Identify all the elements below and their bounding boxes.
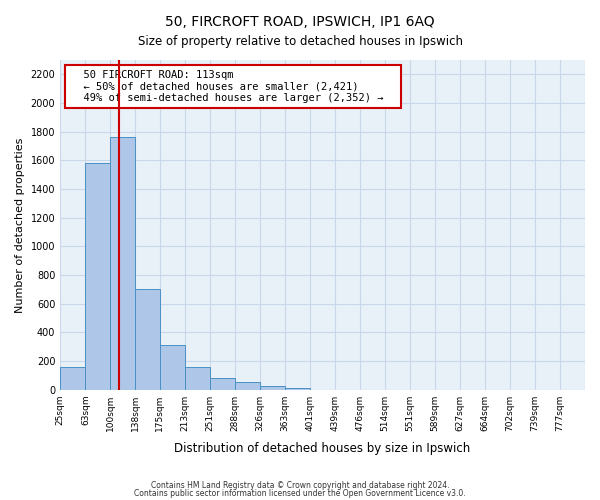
Bar [235, 382, 260, 390]
Text: Size of property relative to detached houses in Ipswich: Size of property relative to detached ho… [137, 35, 463, 48]
Y-axis label: Number of detached properties: Number of detached properties [15, 137, 25, 312]
Bar [285, 388, 310, 390]
Bar [60, 366, 85, 390]
Text: Contains HM Land Registry data © Crown copyright and database right 2024.: Contains HM Land Registry data © Crown c… [151, 481, 449, 490]
X-axis label: Distribution of detached houses by size in Ipswich: Distribution of detached houses by size … [175, 442, 471, 455]
Bar [160, 345, 185, 390]
Bar [135, 290, 160, 390]
Bar [110, 138, 135, 390]
Bar [260, 386, 285, 390]
Text: 50, FIRCROFT ROAD, IPSWICH, IP1 6AQ: 50, FIRCROFT ROAD, IPSWICH, IP1 6AQ [165, 15, 435, 29]
Text: Contains public sector information licensed under the Open Government Licence v3: Contains public sector information licen… [134, 488, 466, 498]
Text: 50 FIRCROFT ROAD: 113sqm
  ← 50% of detached houses are smaller (2,421)
  49% of: 50 FIRCROFT ROAD: 113sqm ← 50% of detach… [71, 70, 395, 103]
Bar [85, 163, 110, 390]
Bar [185, 368, 211, 390]
Bar [211, 378, 235, 390]
